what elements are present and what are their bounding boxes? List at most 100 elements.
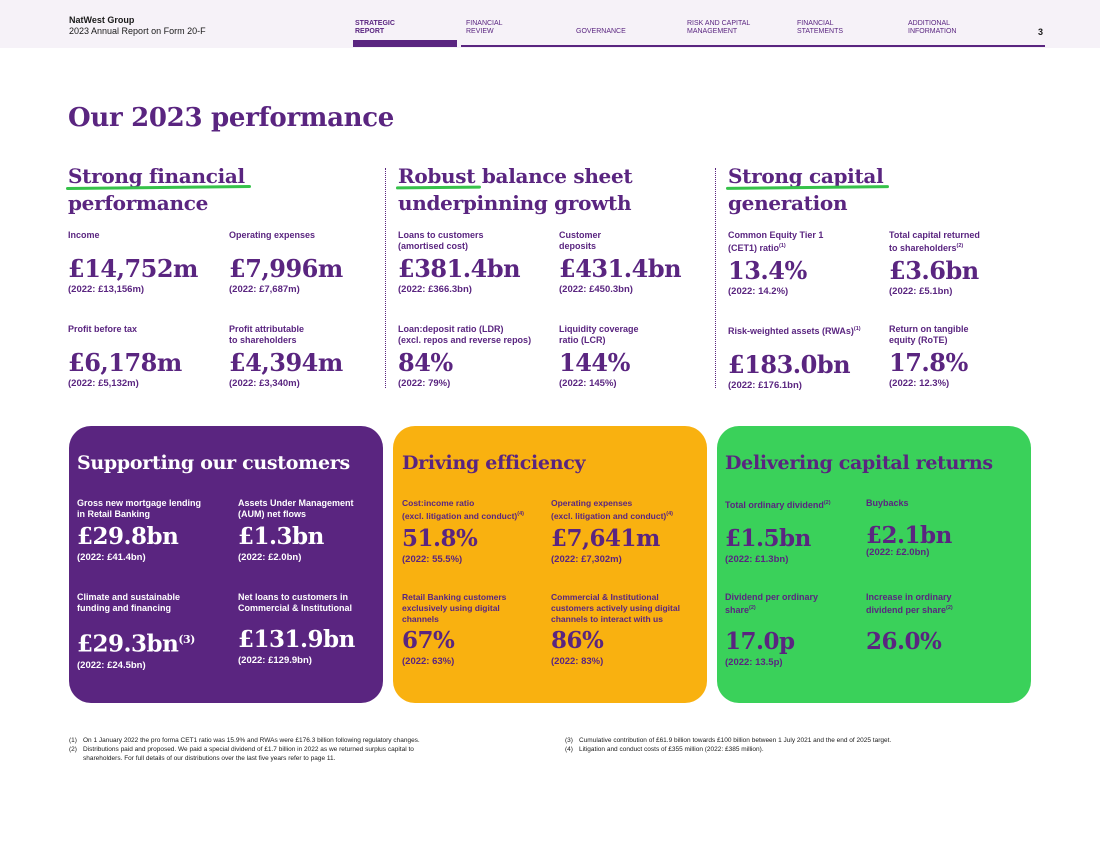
nav-strategic-report[interactable]: STRATEGIC REPORT <box>355 20 460 36</box>
footnote-text: Litigation and conduct costs of £355 mil… <box>579 746 764 753</box>
footnote-text: Cumulative contribution of £61.9 billion… <box>579 737 892 744</box>
metric-label-line2: (excl. repos and reverse repos) <box>398 335 532 345</box>
metric-operating-expenses-adj: Operating expenses (excl. litigation and… <box>551 498 701 565</box>
nav-governance[interactable]: GOVERNANCE <box>576 20 681 36</box>
metric-prior: (2022: £24.5bn) <box>77 659 146 671</box>
metric-value: 26.0% <box>866 628 942 655</box>
metric-label-line2: (amortised cost) <box>398 241 469 251</box>
metric-label-line2: dividend per share <box>866 605 947 615</box>
nav-financial-review[interactable]: FINANCIAL REVIEW <box>466 20 571 36</box>
footnotes-right: (3) Cumulative contribution of £61.9 bil… <box>565 736 1045 754</box>
metric-value: £431.4bn <box>559 254 682 283</box>
card-title: Supporting our customers <box>77 452 350 474</box>
footnote-number: (4) <box>565 746 573 753</box>
metric-climate-funding: Climate and sustainable funding and fina… <box>77 592 227 671</box>
nav-label-line1: STRATEGIC <box>355 20 395 27</box>
metric-value: 13.4% <box>728 256 807 285</box>
metric-label: Operating expenses <box>551 498 633 508</box>
footnote-item: (4) Litigation and conduct costs of £355… <box>565 745 1045 754</box>
metric-prior: (2022: 145%) <box>559 378 617 389</box>
metric-label-line2: equity (RoTE) <box>889 335 948 345</box>
metric-label-line2: (CET1) ratio <box>728 243 780 253</box>
metric-rwas: Risk-weighted assets (RWAs)(1) £183.0bn … <box>728 324 878 391</box>
section-balance-sheet: Robust balance sheet underpinning growth… <box>398 163 708 393</box>
metric-label-line2: ratio (LCR) <box>559 335 606 345</box>
section-title-rest: performance <box>68 191 208 215</box>
footnote-item: (2) Distributions paid and proposed. We … <box>69 745 549 754</box>
metric-label-line2: to shareholders <box>229 335 297 345</box>
metric-value: 86% <box>551 627 604 654</box>
metric-prior: (2022: 83%) <box>551 656 604 667</box>
page-title: Our 2023 performance <box>68 103 394 133</box>
metric-value: 84% <box>398 348 453 377</box>
metric-value: 17.0p <box>725 628 795 655</box>
metric-prior: (2022: £5.1bn) <box>889 286 953 297</box>
section-title-highlight: Strong financial <box>68 164 245 188</box>
metric-label-line2: to shareholders <box>889 243 957 253</box>
metric-prior: (2022: £176.1bn) <box>728 380 802 391</box>
metric-label: Dividend per ordinary <box>725 592 819 602</box>
metric-value: 17.8% <box>889 348 968 377</box>
metric-value: £4,394m <box>229 348 343 377</box>
footnote-item: (1) On 1 January 2022 the pro forma CET1… <box>69 736 549 745</box>
metric-prior: (2022: £1.3bn) <box>725 554 789 565</box>
metric-label: Commercial & Institutional <box>551 592 659 602</box>
metric-label-line2: Commercial & Institutional <box>238 603 353 613</box>
metric-aum-net-flows: Assets Under Management (AUM) net flows … <box>238 498 388 563</box>
metric-prior: (2022: 14.2%) <box>728 286 789 297</box>
section-title: Robust balance sheet underpinning growth <box>398 163 708 217</box>
metric-cost-income-ratio: Cost:income ratio (excl. litigation and … <box>402 498 552 565</box>
metric-value: £6,178m <box>68 348 182 377</box>
metric-label: Buybacks <box>866 498 909 508</box>
metric-dividend-increase: Increase in ordinary dividend per share(… <box>866 592 1016 656</box>
section-divider <box>715 168 716 388</box>
metric-label-line3: channels to interact with us <box>551 614 663 624</box>
metric-label: Total capital returned <box>889 230 980 240</box>
section-title-rest: underpinning growth <box>398 191 632 215</box>
metric-value: £3.6bn <box>889 256 979 285</box>
metric-label: Profit before tax <box>68 324 138 334</box>
metric-lcr: Liquidity coverage ratio (LCR) 144% (202… <box>559 324 709 389</box>
footnote-ref: (2) <box>956 243 964 249</box>
metric-label: Customer <box>559 230 602 240</box>
metric-customer-deposits: Customer deposits £431.4bn (2022: £450.3… <box>559 230 709 295</box>
section-title: Strong financial performance <box>68 163 378 217</box>
footnote-ref: (3) <box>178 633 195 646</box>
metric-value: £14,752m <box>68 254 198 283</box>
metric-prior: (2022: £7,687m) <box>229 284 300 295</box>
nav-label-line2: INFORMATION <box>908 28 957 35</box>
metric-prior: (2022: £450.3bn) <box>559 284 633 295</box>
metric-label: Cost:income ratio <box>402 498 475 508</box>
metric-label-line2: customers actively using digital <box>551 603 680 613</box>
metric-label: Income <box>68 230 100 240</box>
metric-value: 144% <box>559 348 630 377</box>
footnote-ref: (4) <box>517 511 524 517</box>
metric-dividend-per-share: Dividend per ordinary share(2) 17.0p (20… <box>725 592 875 668</box>
footnote-ref: (1) <box>853 326 861 332</box>
metric-value: £131.9bn <box>238 626 355 653</box>
metric-label-line2: deposits <box>559 241 597 251</box>
footnote-text: On 1 January 2022 the pro forma CET1 rat… <box>83 737 420 744</box>
metric-value: £2.1bn <box>866 522 952 549</box>
footnote-ref: (4) <box>666 511 673 517</box>
metric-label: Return on tangible <box>889 324 969 334</box>
nav-risk-capital-management[interactable]: RISK AND CAPITAL MANAGEMENT <box>687 20 792 36</box>
card-title: Driving efficiency <box>402 452 586 474</box>
nav-label-line2: REVIEW <box>466 28 494 35</box>
metric-label: Assets Under Management <box>238 498 354 508</box>
nav-additional-information[interactable]: ADDITIONAL INFORMATION <box>908 20 1013 36</box>
card-supporting-customers: Supporting our customers Gross new mortg… <box>69 426 383 703</box>
footnote-ref: (2) <box>823 500 831 506</box>
metric-label-line3: channels <box>402 614 439 624</box>
nav-financial-statements[interactable]: FINANCIAL STATEMENTS <box>797 20 902 36</box>
metric-prior: (2022: 12.3%) <box>889 378 950 389</box>
metric-cet1-ratio: Common Equity Tier 1 (CET1) ratio(1) 13.… <box>728 230 878 297</box>
footnote-number: (2) <box>69 746 77 753</box>
metric-value: £183.0bn <box>728 350 851 379</box>
metric-label-line2: (excl. litigation and conduct) <box>402 510 518 521</box>
metric-value: £29.3bn <box>77 630 179 658</box>
metric-label: Risk-weighted assets (RWAs) <box>728 326 854 336</box>
top-navigation-bar: NatWest Group 2023 Annual Report on Form… <box>0 0 1100 48</box>
card-driving-efficiency: Driving efficiency Cost:income ratio (ex… <box>393 426 707 703</box>
metric-loans-to-customers: Loans to customers (amortised cost) £381… <box>398 230 548 295</box>
